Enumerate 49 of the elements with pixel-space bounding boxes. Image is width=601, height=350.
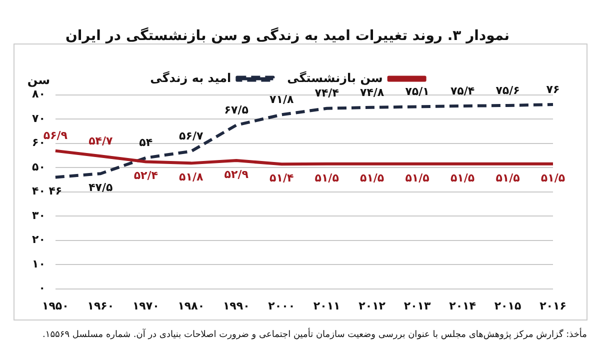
text: مأخذ: گزارش مرکز پژوهش‌های مجلس با عنوان بررسی وضعیت سازمان تأمین اجتماعی و ضرورت اصلاحات بنیادی در آن. شماره مسلسل ۱۵۵۶۹. — [42, 326, 588, 340]
data-label: ۴۷/۵ — [88, 180, 114, 194]
data-label: ۵۴/۷ — [88, 134, 114, 148]
data-label: ۵۲/۴ — [134, 169, 158, 182]
y-tick-label: ۳۰ — [32, 208, 46, 222]
x-tick-label: ۲۰۱۱ — [313, 299, 340, 312]
x-tick-label: ۱۹۵۰ — [42, 299, 69, 312]
data-label: ۵۱/۵ — [314, 171, 340, 184]
y-tick-label: ۰ — [38, 282, 46, 295]
y-tick-label: ۵۰ — [32, 160, 46, 174]
x-tick-label: ۲۰۱۴ — [449, 299, 476, 312]
data-label: ۷۶ — [546, 82, 560, 96]
y-axis-title: سن — [27, 72, 50, 87]
y-tick-label: ۲۰ — [32, 233, 46, 246]
data-label: ۵۱/۸ — [179, 170, 204, 184]
data-label: ۵۶/۷ — [179, 130, 204, 143]
data-label: ۷۵/۱ — [405, 85, 430, 98]
x-tick-label: ۱۹۷۰ — [132, 299, 160, 312]
data-label: ۴۶ — [48, 184, 62, 198]
x-tick-label: ۲۰۱۶ — [540, 299, 566, 312]
y-tick-label: ۷۰ — [32, 112, 46, 125]
data-label: ۷۱/۸ — [270, 93, 294, 106]
data-label: ۷۵/۶ — [496, 84, 520, 97]
data-label: ۵۴ — [139, 136, 153, 150]
x-tick-label: ۱۹۸۰ — [178, 299, 205, 312]
data-label: ۵۱/۵ — [496, 171, 520, 184]
x-tick-label: ۲۰۱۵ — [494, 299, 522, 312]
data-label: ۵۱/۴ — [270, 172, 294, 185]
data-label: ۵۱/۵ — [405, 171, 430, 184]
y-tick-label: ۴۰ — [32, 184, 46, 198]
y-tick-label: ۱۰ — [32, 257, 46, 270]
x-tick-label: ۱۹۹۰ — [222, 299, 250, 312]
chart-title: نمودار ۳. روند تغییرات امید به زندگی و سن بازنشستگی در ایران — [65, 27, 510, 44]
data-label: ۷۴/۴ — [314, 86, 340, 100]
x-tick-label: ۲۰۱۳ — [404, 299, 432, 312]
legend-label: امید به زندگی — [150, 70, 232, 85]
data-label: ۷۴/۸ — [360, 86, 384, 99]
data-label: ۷۵/۴ — [450, 84, 475, 98]
data-label: ۵۱/۵ — [360, 171, 384, 184]
data-label: ۵۲/۹ — [224, 168, 249, 181]
data-label: ۵۱/۵ — [450, 171, 475, 184]
x-tick-label: ۱۹۶۰ — [87, 299, 114, 312]
data-label: ۶۷/۵ — [224, 103, 249, 116]
data-label: ۵۶/۹ — [43, 129, 68, 142]
y-tick-label: ۸۰ — [32, 88, 46, 101]
x-tick-label: ۲۰۰۰ — [268, 299, 296, 312]
legend-label: سن بازنشستگی — [287, 70, 383, 85]
x-tick-label: ۲۰۱۲ — [358, 299, 386, 312]
data-label: ۵۱/۵ — [540, 171, 566, 184]
